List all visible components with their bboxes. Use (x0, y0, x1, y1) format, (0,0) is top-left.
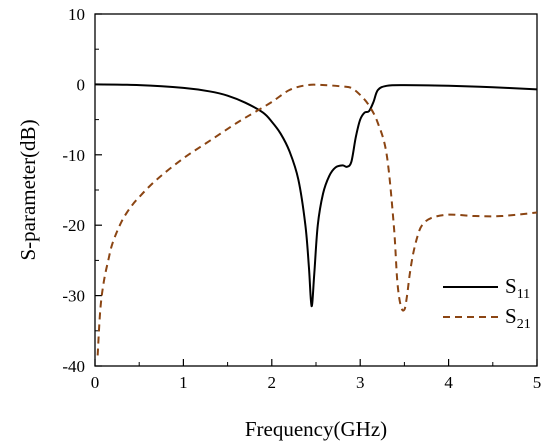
legend-label-subscript: 11 (517, 287, 530, 302)
legend-label-main: S (505, 274, 517, 298)
x-tick-label: 1 (179, 373, 188, 392)
y-tick-labels: 10 0 -10 -20 -30 -40 (62, 5, 85, 376)
y-tick-label: -30 (62, 287, 85, 306)
y-tick-label: 10 (68, 5, 85, 24)
x-tick-label: 3 (356, 373, 365, 392)
legend-label-s11: S11 (505, 274, 530, 302)
x-tick-labels: 0 1 2 3 4 5 (91, 373, 542, 392)
y-tick-label: -10 (62, 146, 85, 165)
legend-label-subscript: 21 (517, 317, 531, 332)
x-axis-title: Frequency(GHz) (245, 417, 387, 441)
x-tick-label: 5 (533, 373, 542, 392)
y-tick-label: 0 (77, 75, 86, 94)
plot-frame (94, 13, 538, 367)
series-line-s21 (96, 83, 538, 356)
series-line-s11 (94, 83, 538, 308)
legend-label-main: S (505, 304, 517, 328)
legend-label-s21: S21 (505, 304, 531, 332)
x-tick-label: 0 (91, 373, 100, 392)
y-tick-label: -20 (62, 216, 85, 235)
x-tick-label: 4 (444, 373, 453, 392)
y-tick-label: -40 (62, 357, 85, 376)
series-layer (94, 83, 538, 356)
x-axis-ticks (94, 359, 538, 366)
y-axis-title: S-parameter(dB) (16, 119, 40, 260)
plot-area (94, 13, 538, 367)
x-tick-label: 2 (268, 373, 277, 392)
